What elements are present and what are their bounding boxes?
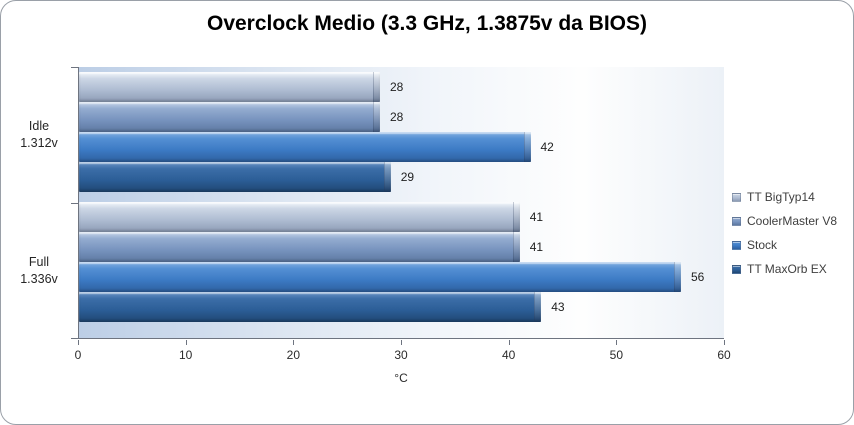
x-tick	[185, 340, 187, 345]
bar-tt-maxorb-ex-idle	[79, 162, 391, 192]
bar-group-idle: 28 28 42 29	[79, 67, 724, 197]
legend-marker-tt-maxorb-ex	[732, 264, 741, 274]
legend-item-tt-maxorb-ex: TT MaxOrb EX	[732, 262, 837, 276]
category-label-line: 1.336v	[20, 272, 58, 286]
x-tick-label: 10	[178, 348, 193, 362]
x-tick	[78, 340, 79, 345]
x-tick	[616, 340, 618, 345]
category-label-line: Full	[28, 255, 50, 269]
legend-label: TT BigTyp14	[747, 190, 815, 204]
data-label: 56	[691, 270, 705, 284]
bar-row: 41	[79, 202, 724, 232]
legend: TT BigTyp14 CoolerMaster V8 Stock TT MaxOrb…	[732, 190, 837, 276]
x-tick	[724, 340, 725, 345]
bar-tt-bigtyp14-full	[79, 202, 520, 232]
legend-marker-coolermaster-v8	[732, 216, 741, 226]
bar-stock-idle	[79, 132, 531, 162]
legend-label: TT MaxOrb EX	[747, 262, 827, 276]
bar-group-full: 41 41 56 43	[79, 197, 724, 327]
category-label-idle: Idle 1.312v	[7, 118, 71, 152]
legend-item-stock: Stock	[732, 238, 837, 252]
x-tick-label: 40	[501, 348, 516, 362]
y-tick	[71, 203, 78, 204]
category-label-full: Full 1.336v	[7, 254, 71, 288]
x-tick-label: 60	[717, 348, 731, 362]
bar-row: 42	[79, 132, 724, 162]
x-axis-title: °C	[394, 371, 408, 385]
x-axis-tick-labels: 0 10 20 30 40 50 60	[74, 348, 731, 364]
x-tick-label: 50	[609, 348, 624, 362]
x-tick-label: 0	[74, 348, 82, 362]
legend-label: CoolerMaster V8	[747, 214, 838, 228]
data-label: 43	[551, 300, 565, 314]
x-tick	[293, 340, 295, 345]
data-label: 28	[390, 110, 404, 124]
bar-coolermaster-v8-full	[79, 232, 520, 262]
x-tick	[401, 340, 402, 345]
category-label-line: Idle	[28, 119, 50, 133]
y-tick	[71, 67, 78, 68]
category-axis-labels: Idle 1.312v Full 1.336v	[7, 67, 71, 339]
legend-label: Stock	[747, 238, 778, 252]
legend-item-coolermaster-v8: CoolerMaster V8	[732, 214, 837, 228]
category-label-line: 1.312v	[20, 136, 58, 150]
bar-row: 41	[79, 232, 724, 262]
bar-groups-container: 28 28 42 29 41 41 56 43	[79, 67, 724, 327]
x-axis-ticks	[78, 340, 725, 345]
chart-title: Overclock Medio (3.3 GHz, 1.3875v da BIO…	[206, 12, 647, 35]
x-tick	[508, 340, 510, 345]
y-axis-ticks	[71, 67, 78, 339]
legend-marker-tt-bigtyp14	[732, 192, 741, 202]
bar-row: 56	[79, 262, 724, 292]
data-label: 29	[400, 170, 415, 184]
data-label: 28	[390, 80, 404, 94]
bar-row: 43	[79, 292, 724, 322]
data-label: 42	[540, 140, 554, 154]
bar-coolermaster-v8-idle	[79, 102, 380, 132]
x-tick-label: 20	[286, 348, 301, 362]
legend-marker-stock	[732, 240, 741, 250]
plot-area: 28 28 42 29 41 41 56 43	[78, 67, 724, 339]
bar-stock-full	[79, 262, 681, 292]
bar-tt-maxorb-ex-full	[79, 292, 542, 322]
bar-row: 28	[79, 72, 724, 102]
bar-row: 28	[79, 102, 724, 132]
bar-row: 29	[79, 162, 724, 192]
data-label: 41	[529, 240, 544, 254]
x-tick-label: 30	[394, 348, 408, 362]
bar-tt-bigtyp14-idle	[79, 72, 380, 102]
y-tick	[71, 338, 78, 339]
legend-item-tt-bigtyp14: TT BigTyp14	[732, 190, 837, 204]
data-label: 41	[529, 210, 544, 224]
